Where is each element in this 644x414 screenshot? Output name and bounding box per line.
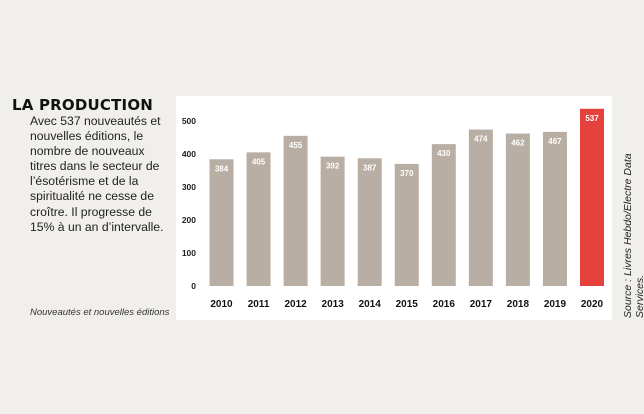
- x-tick-label: 2010: [210, 299, 233, 310]
- bar-value-label: 387: [363, 163, 377, 172]
- x-tick-label: 2017: [470, 299, 493, 310]
- bar-value-label: 384: [215, 164, 229, 173]
- bar-value-label: 430: [437, 149, 451, 158]
- x-tick-label: 2012: [284, 299, 307, 310]
- bar: [468, 129, 493, 286]
- y-tick-label: 500: [182, 116, 196, 126]
- x-tick-label: 2020: [581, 299, 604, 310]
- bar-value-label: 455: [289, 141, 303, 150]
- bar: [357, 158, 382, 286]
- x-tick-label: 2013: [322, 299, 345, 310]
- bar: [542, 131, 567, 286]
- bar-value-label: 370: [400, 169, 414, 178]
- chart-heading: LA PRODUCTION: [12, 96, 154, 114]
- x-tick-label: 2014: [359, 299, 382, 310]
- x-tick-label: 2018: [507, 299, 530, 310]
- x-tick-label: 2016: [433, 299, 456, 310]
- bar: [246, 152, 271, 286]
- intro-text: Avec 537 nouveautés et nouvelles édition…: [30, 114, 164, 234]
- chart-footnote: Nouveautés et nouvelles éditions: [30, 307, 170, 318]
- y-tick-label: 400: [182, 149, 196, 159]
- source-credit: Source : Livres Hebdo/Electre Data Servi…: [622, 153, 644, 318]
- bar-value-label: 474: [474, 135, 488, 144]
- plot-area: 0 100 200 300 400 500 384 2010 405 2011 455 2012 392…: [176, 96, 612, 320]
- bar: [505, 133, 530, 286]
- bar-value-label: 405: [252, 157, 266, 166]
- bar-value-label: 392: [326, 162, 340, 171]
- x-tick-label: 2011: [248, 299, 270, 310]
- y-tick-label: 100: [182, 248, 196, 258]
- bar-value-label: 462: [511, 139, 525, 148]
- bar-value-label: 467: [548, 137, 562, 146]
- bar: [580, 108, 604, 286]
- bar-chart: 0 100 200 300 400 500 384 2010 405 2011 455 2012 392…: [182, 108, 604, 310]
- y-tick-label: 200: [182, 215, 196, 225]
- y-tick-label: 300: [182, 182, 196, 192]
- bar-value-label: 537: [585, 114, 599, 123]
- bar: [209, 159, 234, 286]
- bar: [283, 135, 308, 286]
- bar: [394, 163, 419, 286]
- bar: [431, 144, 456, 286]
- x-tick-label: 2019: [544, 299, 567, 310]
- x-tick-label: 2015: [396, 299, 419, 310]
- y-tick-label: 0: [191, 281, 196, 291]
- bar: [320, 156, 345, 286]
